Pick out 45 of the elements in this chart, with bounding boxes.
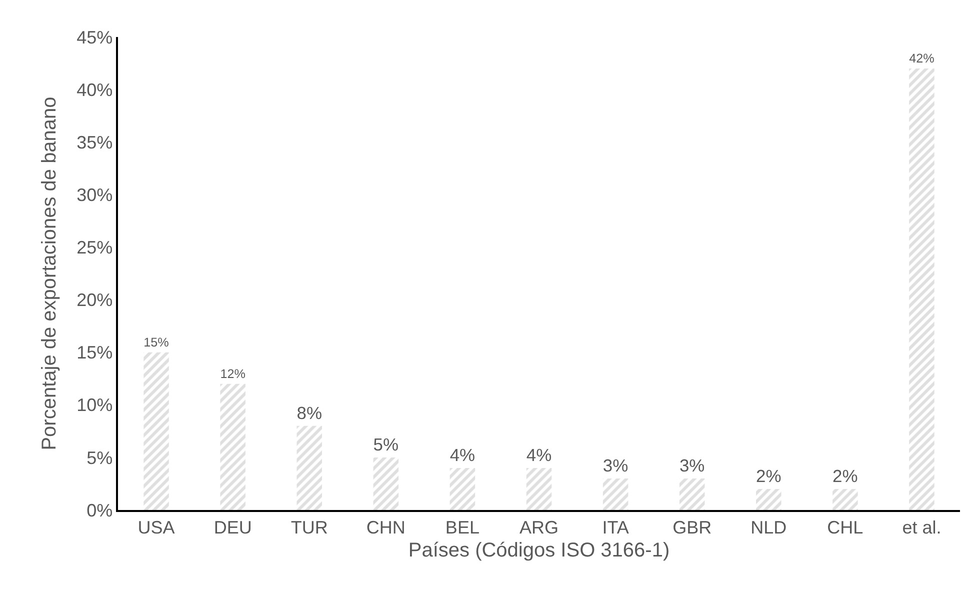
bar <box>144 352 169 510</box>
y-tick-label: 5% <box>86 448 113 468</box>
y-tick-label: 40% <box>76 80 113 100</box>
y-tick-label: 35% <box>76 132 113 152</box>
x-tick-label: GBR <box>672 517 712 538</box>
y-tick-label: 30% <box>76 184 113 205</box>
y-tick-label: 0% <box>86 500 113 520</box>
y-axis-title: Porcentaje de exportaciones de banano <box>38 96 61 450</box>
bar <box>756 488 782 510</box>
bar <box>526 468 552 510</box>
data-label: 2% <box>756 466 782 486</box>
data-label: 4% <box>450 445 476 466</box>
y-tick-label: 20% <box>76 290 113 310</box>
x-tick-label: USA <box>138 517 175 538</box>
y-tick-label: 15% <box>76 342 113 363</box>
data-label: 42% <box>909 52 934 66</box>
data-label: 4% <box>526 445 552 466</box>
bar <box>220 384 246 510</box>
data-label: 3% <box>602 456 628 476</box>
data-label: 15% <box>144 336 169 350</box>
x-tick-label: CHL <box>827 517 864 538</box>
bar <box>602 478 628 510</box>
x-axis-title: Países (Códigos ISO 3166-1) <box>408 539 670 562</box>
y-tick-label: 10% <box>76 395 113 416</box>
bar <box>832 488 858 510</box>
x-tick-label: DEU <box>214 517 252 538</box>
bar <box>679 478 705 510</box>
x-tick-label: BEL <box>445 517 480 538</box>
y-tick-label: 45% <box>76 27 113 48</box>
bar <box>450 468 476 510</box>
bar <box>909 68 934 510</box>
x-tick-label: ITA <box>602 517 629 538</box>
bar <box>373 457 399 510</box>
data-label: 8% <box>296 403 322 424</box>
x-tick-label: ARG <box>519 517 559 538</box>
x-tick-label: et al. <box>902 517 942 538</box>
x-tick-label: CHN <box>366 517 406 538</box>
data-label: 5% <box>373 434 399 455</box>
data-label: 12% <box>220 367 246 382</box>
data-label: 3% <box>679 456 705 476</box>
data-label: 2% <box>832 466 858 486</box>
bar <box>296 426 322 510</box>
x-tick-label: NLD <box>750 517 787 538</box>
x-tick-label: TUR <box>290 517 328 538</box>
y-tick-label: 25% <box>76 238 113 258</box>
